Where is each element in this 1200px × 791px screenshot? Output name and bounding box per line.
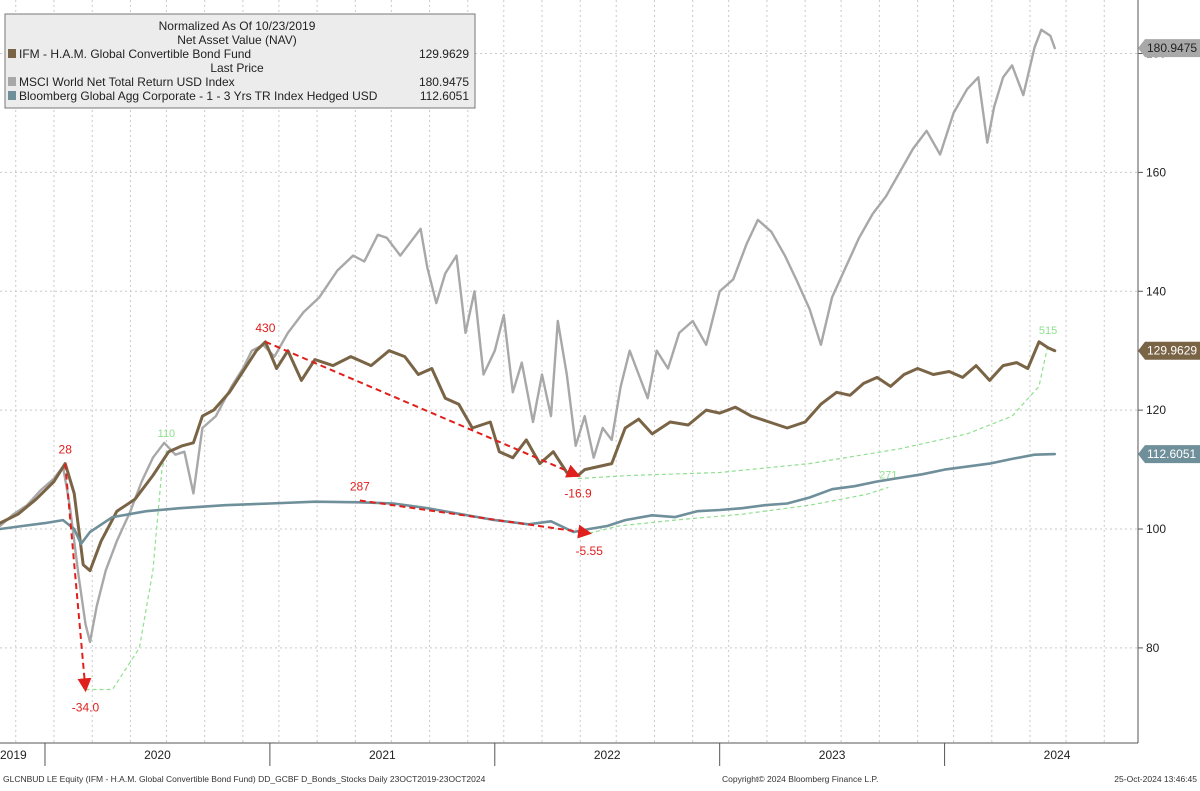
- y-tick-label: 100: [1146, 522, 1166, 536]
- last-value-tag: 180.9475: [1138, 39, 1200, 58]
- recovery-curve: [589, 486, 889, 534]
- legend-box: [4, 13, 476, 109]
- x-tick-label: 2022: [594, 748, 621, 762]
- drawdown-end-label: -16.9: [564, 487, 592, 501]
- drawdown-end-label: -34.0: [72, 701, 100, 715]
- drawdown-arrow: [264, 340, 581, 478]
- footer-timestamp: 25-Oct-2024 13:46:45: [1114, 774, 1197, 784]
- last-value-tag-text: 112.6051: [1147, 447, 1196, 461]
- legend-label: IFM - H.A.M. Global Convertible Bond Fun…: [19, 47, 251, 61]
- recovery-curve: [577, 344, 1049, 480]
- last-value-tag-text: 129.9629: [1147, 344, 1197, 358]
- legend-header: Normalized As Of 10/23/2019: [159, 19, 316, 33]
- legend-value: 129.9629: [419, 47, 469, 61]
- drawdown-end-label: -5.55: [576, 544, 604, 558]
- last-value-tag-bg: [1138, 445, 1200, 464]
- footer-source: GLCNBUD LE Equity (IFM - H.A.M. Global C…: [3, 774, 486, 784]
- last-value-tag: 112.6051: [1138, 445, 1200, 464]
- x-axis-band: [0, 743, 1200, 770]
- x-tick-label: 2024: [1044, 748, 1071, 762]
- y-tick-label: 80: [1146, 641, 1160, 655]
- drawdown-start-label: 287: [350, 479, 370, 493]
- y-tick-label: 160: [1146, 165, 1166, 179]
- y-tick-label: 120: [1146, 403, 1166, 417]
- x-tick-label: 2023: [819, 748, 846, 762]
- legend-value: 112.6051: [420, 89, 469, 103]
- last-value-tag: 129.9629: [1138, 341, 1200, 360]
- legend-label: Bloomberg Global Agg Corporate - 1 - 3 Y…: [19, 89, 378, 103]
- legend-swatch: [8, 91, 16, 100]
- drawdown-arrow: [359, 499, 593, 539]
- drawdown-start-label: 430: [255, 321, 275, 335]
- recovery-label: 515: [1039, 325, 1057, 337]
- legend-label: MSCI World Net Total Return USD Index: [19, 75, 235, 89]
- legend-value: 180.9475: [419, 75, 469, 89]
- last-value-tag-text: 180.9475: [1147, 41, 1197, 55]
- y-tick-label: 140: [1146, 284, 1166, 298]
- series-line: [0, 340, 1057, 573]
- legend-sublabel: Last Price: [210, 61, 264, 75]
- last-value-tag-bg: [1138, 341, 1200, 360]
- recovery-label: 110: [158, 428, 176, 440]
- footer-copyright: Copyright© 2024 Bloomberg Finance L.P.: [722, 774, 878, 784]
- last-value-tag-bg: [1138, 39, 1200, 58]
- drawdown-arrow: [64, 463, 92, 693]
- series-line: [0, 28, 1056, 644]
- x-tick-label: 2021: [369, 748, 396, 762]
- legend-swatch: [8, 77, 16, 86]
- legend-swatch: [8, 49, 16, 58]
- legend-subheader: Net Asset Value (NAV): [177, 33, 297, 47]
- recovery-curve: [85, 451, 167, 691]
- drawdown-start-label: 28: [59, 443, 73, 457]
- x-tick-label: 2019: [0, 748, 27, 762]
- x-tick-label: 2020: [144, 748, 171, 762]
